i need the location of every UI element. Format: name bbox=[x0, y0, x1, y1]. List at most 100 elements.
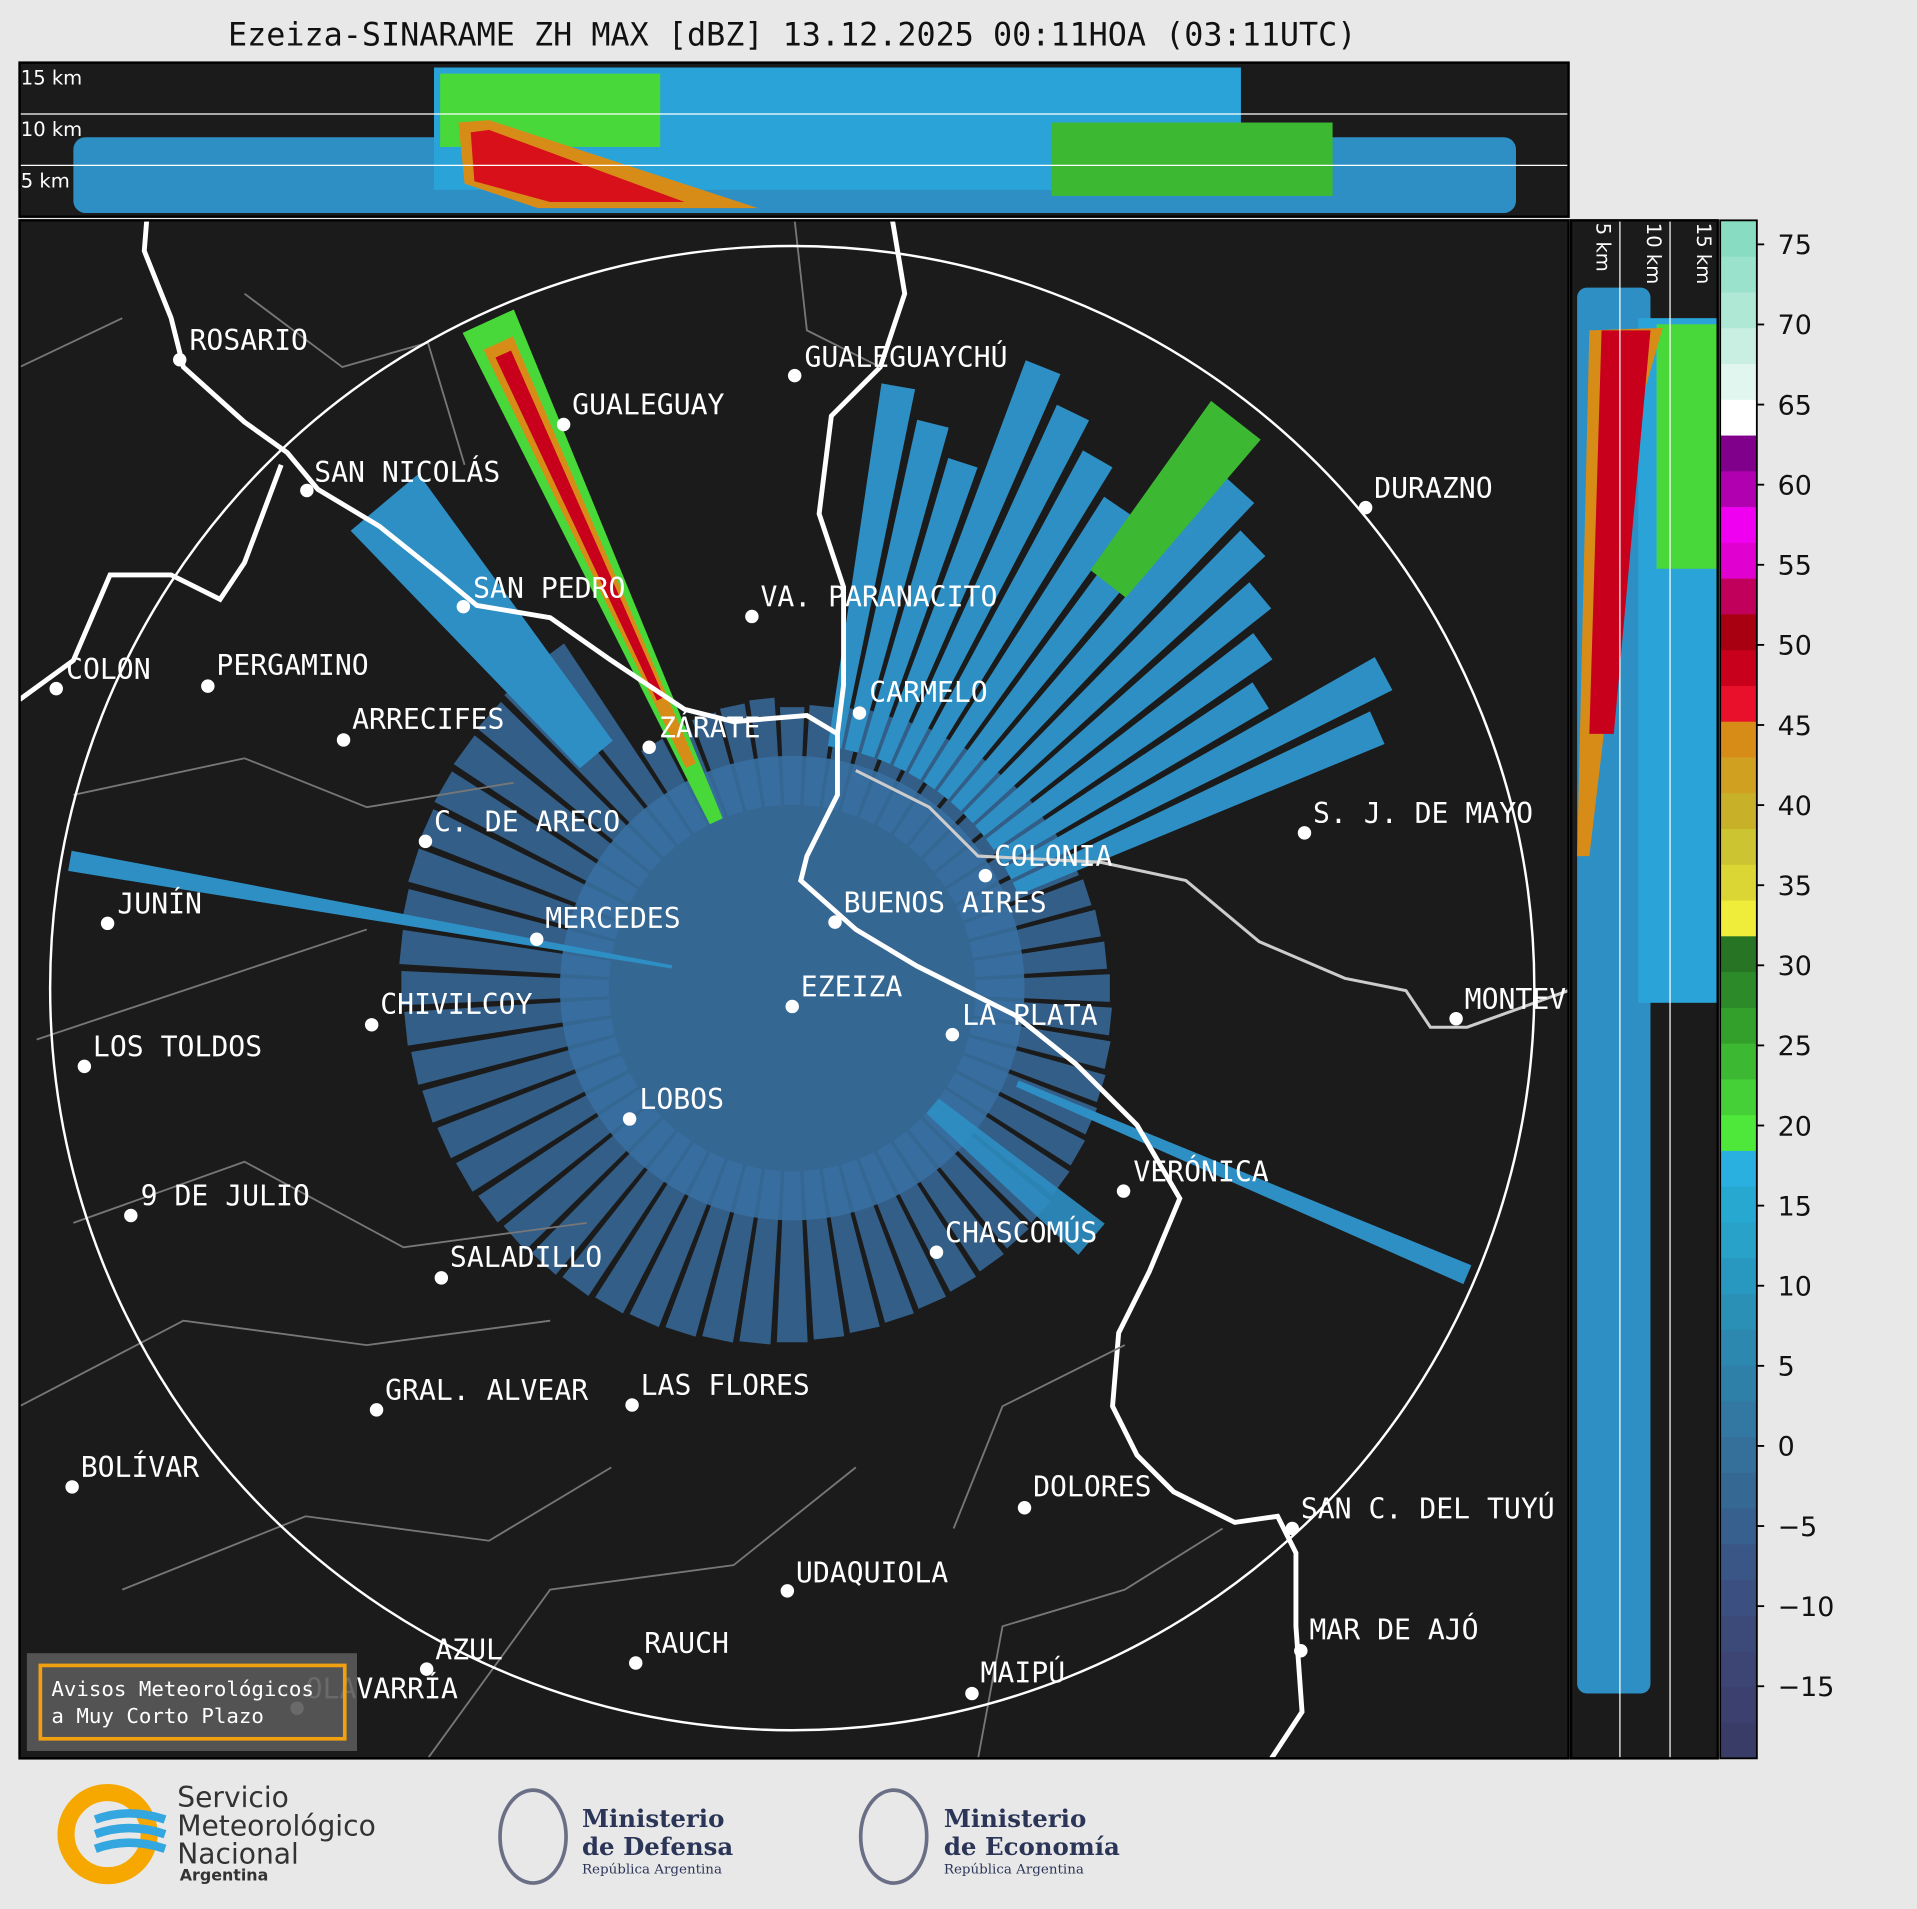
city-label: VERÓNICA bbox=[1133, 1154, 1268, 1188]
border bbox=[855, 769, 1569, 1029]
colorbar-band bbox=[1720, 1615, 1757, 1652]
colorbar-tick-label: −10 bbox=[1778, 1592, 1835, 1623]
echo bbox=[876, 1142, 977, 1292]
colorbar-band bbox=[1720, 1436, 1757, 1473]
colorbar-band bbox=[1720, 792, 1757, 830]
echo bbox=[893, 404, 1090, 772]
range-ring bbox=[48, 244, 1536, 1732]
colorbar-band bbox=[1720, 649, 1757, 686]
colorbar-band bbox=[1720, 1364, 1757, 1402]
city-label: ARRECIFES bbox=[352, 703, 504, 736]
notice-bg bbox=[26, 1653, 357, 1752]
colorbar-band bbox=[1720, 721, 1757, 758]
map: ROSARIO GUALEGUAYCHÚ GUALEGUAY SAN NICOLÁS D… bbox=[19, 220, 1569, 1759]
echo bbox=[964, 1037, 1106, 1103]
colorbar-tick-label: 50 bbox=[1778, 631, 1812, 662]
notice-frame bbox=[38, 1663, 347, 1741]
city-dot bbox=[1294, 1644, 1308, 1658]
echo bbox=[923, 777, 1025, 872]
colorbar-band bbox=[1720, 1221, 1757, 1259]
city-dot bbox=[1449, 1011, 1463, 1026]
colorbar-band bbox=[1720, 1472, 1757, 1509]
city-label: SALADILLO bbox=[450, 1241, 602, 1274]
colorbar-band bbox=[1720, 578, 1757, 615]
city-label: 9 DE JULIO bbox=[141, 1180, 310, 1213]
logo-text: Argentina bbox=[180, 1866, 269, 1885]
city-label: MAIPÚ bbox=[981, 1656, 1066, 1690]
colorbar-tick-label: 60 bbox=[1778, 470, 1812, 501]
echo bbox=[956, 1055, 1098, 1135]
colorbar-band bbox=[1720, 899, 1757, 937]
echo bbox=[803, 704, 835, 807]
city-label: GUALEGUAYCHÚ bbox=[804, 340, 1007, 374]
city-label: BUENOS AIRES bbox=[844, 886, 1047, 919]
echo bbox=[434, 771, 638, 904]
city-label: MERCEDES bbox=[545, 902, 680, 935]
logo-text: de Defensa bbox=[582, 1832, 733, 1861]
logo-defensa: Ministerio de Defensa República Argentin… bbox=[498, 1788, 733, 1885]
colorbar-band bbox=[1720, 756, 1757, 794]
echo bbox=[822, 1165, 880, 1334]
city-label: UDAQUIOLA bbox=[796, 1556, 948, 1589]
city-dot bbox=[945, 1027, 960, 1042]
echo bbox=[973, 999, 1112, 1036]
notice-text: a Muy Corto Plazo bbox=[51, 1704, 264, 1728]
city-dot bbox=[364, 1018, 379, 1032]
side-panel: 5 km 10 km 15 km bbox=[1571, 220, 1718, 1759]
echo bbox=[437, 1055, 629, 1159]
colorbar-band bbox=[1720, 434, 1757, 472]
colorbar-band bbox=[1720, 1579, 1757, 1616]
logo-text: Servicio bbox=[177, 1781, 289, 1814]
logo-text: República Argentina bbox=[944, 1862, 1084, 1877]
echo bbox=[877, 360, 1061, 765]
colorbar-band bbox=[1720, 1042, 1757, 1080]
city-dot bbox=[100, 916, 115, 931]
echo bbox=[935, 1089, 1070, 1196]
colorbar-band bbox=[1720, 613, 1757, 651]
city-dot bbox=[556, 417, 571, 432]
city-dot bbox=[369, 1403, 384, 1417]
city-label: PERGAMINO bbox=[216, 649, 368, 682]
echo bbox=[1051, 122, 1333, 196]
city-label: SAN C. DEL TUYÚ bbox=[1301, 1492, 1555, 1526]
height-label: 5 km bbox=[1592, 223, 1615, 272]
logo-text: Nacional bbox=[177, 1837, 299, 1870]
echo bbox=[776, 1171, 808, 1343]
colorbar-band bbox=[1720, 1007, 1757, 1044]
logo-mark bbox=[858, 1788, 929, 1885]
echo bbox=[749, 697, 781, 807]
logo-text: de Economía bbox=[944, 1832, 1120, 1861]
colorbar-band bbox=[1720, 1543, 1757, 1581]
colorbar-band bbox=[1720, 864, 1757, 901]
echo bbox=[950, 477, 1255, 812]
echo bbox=[975, 582, 1272, 837]
colorbar-tick-label: 30 bbox=[1778, 951, 1812, 982]
echo bbox=[478, 1089, 649, 1223]
city-label: GUALEGUAY bbox=[572, 389, 724, 422]
colorbar-tick-label: 40 bbox=[1778, 791, 1812, 822]
city-dot bbox=[629, 1656, 643, 1670]
echo bbox=[595, 1142, 708, 1314]
city-label: LA PLATA bbox=[962, 999, 1097, 1032]
city-label: GRAL. ALVEAR bbox=[385, 1374, 588, 1407]
city-dot bbox=[787, 368, 802, 383]
logo-economia: Ministerio de Economía República Argenti… bbox=[858, 1788, 1120, 1885]
colorbar-tick-label: 15 bbox=[1778, 1191, 1812, 1222]
echo bbox=[963, 530, 1266, 824]
city-label: SAN NICOLÁS bbox=[314, 455, 500, 489]
logo-mark bbox=[93, 1809, 167, 1853]
echo bbox=[665, 1159, 744, 1337]
logo-text: Ministerio bbox=[944, 1804, 1086, 1833]
panel-frame bbox=[1569, 219, 1719, 1760]
city-dot bbox=[780, 1584, 795, 1598]
logo-text: República Argentina bbox=[582, 1862, 722, 1877]
echo bbox=[419, 809, 629, 921]
city-label: SAN PEDRO bbox=[473, 572, 625, 605]
colorbar-tick-label: 70 bbox=[1778, 310, 1812, 341]
colorbar-band bbox=[1720, 327, 1757, 365]
echo bbox=[1004, 657, 1393, 880]
colorbar-band bbox=[1720, 1400, 1757, 1438]
echo bbox=[1015, 1080, 1472, 1285]
